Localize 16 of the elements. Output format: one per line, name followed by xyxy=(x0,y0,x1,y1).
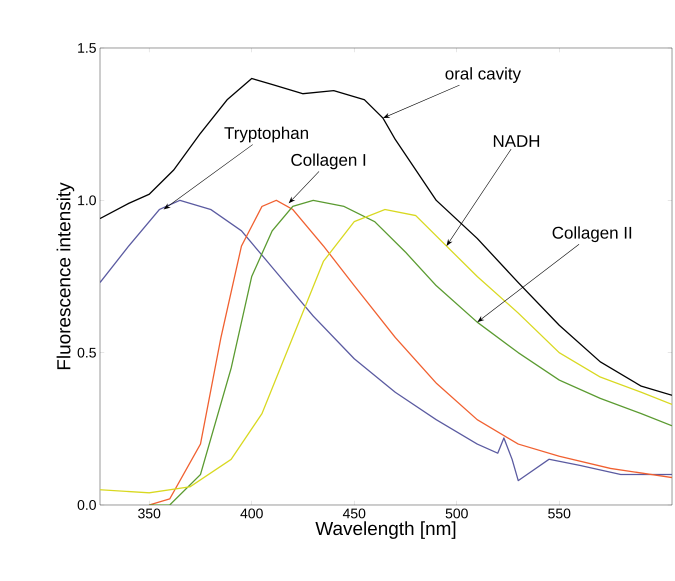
x-tick-label: 550 xyxy=(548,508,570,518)
annotation: Collagen II xyxy=(552,226,632,242)
y-axis-title: Fluorescence intensity xyxy=(56,182,74,370)
annotation: Collagen I xyxy=(291,153,366,170)
annotation: Tryptophan xyxy=(224,126,308,142)
x-tick-label: 500 xyxy=(446,508,468,518)
y-tick-label: 1.0 xyxy=(78,195,96,206)
x-axis-title: Wavelength [nm] xyxy=(315,521,456,539)
x-tick-label: 400 xyxy=(240,508,263,518)
annotation: NADH xyxy=(494,135,540,147)
y-tick-label: 0.0 xyxy=(78,500,96,510)
x-tick-label: 450 xyxy=(342,508,366,518)
annotation: oral cavity xyxy=(446,67,521,83)
y-tick-label: 1.5 xyxy=(78,43,96,53)
x-tick-label: 350 xyxy=(138,508,160,518)
y-tick-label: 0.5 xyxy=(78,348,96,358)
